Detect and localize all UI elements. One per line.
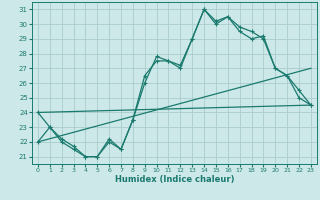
- X-axis label: Humidex (Indice chaleur): Humidex (Indice chaleur): [115, 175, 234, 184]
